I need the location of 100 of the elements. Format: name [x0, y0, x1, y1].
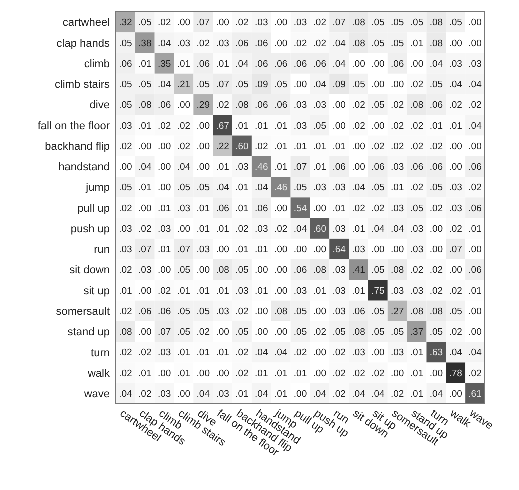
- data-label: .00: [313, 368, 327, 380]
- data-label: .01: [216, 162, 230, 174]
- data-label: .02: [196, 38, 210, 50]
- data-label: .41: [352, 265, 366, 276]
- data-label: .03: [313, 182, 327, 194]
- data-label: .00: [274, 286, 288, 297]
- data-label: .05: [372, 327, 385, 338]
- data-label: .05: [390, 18, 404, 29]
- data-label: .00: [196, 120, 210, 132]
- data-label: .06: [430, 162, 444, 174]
- data-label: .05: [372, 306, 385, 318]
- data-label: .04: [119, 389, 132, 400]
- data-label: .08: [274, 306, 288, 318]
- data-label: .02: [119, 368, 132, 380]
- y-tick-label: sit down: [70, 264, 110, 277]
- data-label: .00: [216, 327, 230, 338]
- data-label: .01: [352, 224, 366, 235]
- data-label: .01: [138, 182, 152, 194]
- data-label: .04: [332, 38, 346, 50]
- data-label: .00: [138, 141, 152, 152]
- y-tick-label: stand up: [68, 326, 110, 339]
- data-label: .03: [410, 224, 424, 235]
- data-label: .02: [468, 100, 482, 112]
- data-label: .05: [177, 306, 191, 318]
- data-label: .03: [177, 203, 191, 214]
- data-label: .00: [274, 203, 288, 214]
- data-label: .02: [410, 182, 424, 194]
- data-label: .05: [177, 327, 191, 338]
- data-label: .01: [313, 162, 327, 174]
- y-tick-label: wave: [83, 388, 110, 401]
- y-tick-label: dive: [90, 100, 110, 112]
- data-label: .01: [274, 120, 288, 132]
- data-label: .02: [138, 348, 152, 359]
- data-label: .08: [236, 100, 249, 112]
- data-label: .01: [138, 120, 152, 132]
- data-label: .06: [255, 38, 268, 50]
- data-label: .00: [468, 244, 482, 256]
- data-label: .03: [449, 203, 462, 214]
- data-label: .08: [410, 306, 424, 318]
- data-label: .00: [372, 120, 385, 132]
- data-label: .00: [274, 327, 288, 338]
- data-label: .05: [372, 265, 385, 276]
- data-label: .03: [196, 244, 210, 256]
- data-label: .04: [468, 80, 482, 91]
- data-label: .00: [372, 80, 385, 91]
- data-label: .05: [294, 182, 308, 194]
- data-label: .05: [119, 38, 132, 50]
- data-label: .01: [410, 38, 424, 50]
- data-label: .06: [158, 100, 172, 112]
- data-label: .01: [294, 368, 308, 380]
- data-label: .04: [390, 224, 404, 235]
- data-label: .00: [177, 389, 191, 400]
- data-label: .04: [430, 58, 444, 70]
- data-label: .35: [158, 58, 172, 70]
- data-label: .00: [352, 58, 366, 70]
- data-label: .04: [468, 120, 482, 132]
- data-label: .00: [372, 348, 385, 359]
- data-label: .01: [216, 224, 230, 235]
- data-label: .02: [119, 348, 132, 359]
- data-label: .00: [216, 244, 230, 256]
- data-label: .08: [352, 38, 366, 50]
- data-label: .00: [216, 368, 230, 380]
- data-label: .06: [468, 162, 482, 174]
- data-label: .00: [390, 80, 404, 91]
- data-label: .04: [332, 58, 346, 70]
- data-label: .04: [236, 58, 249, 70]
- data-label: .02: [468, 182, 482, 194]
- data-label: .00: [196, 141, 210, 152]
- data-label: .03: [294, 286, 308, 297]
- data-label: .00: [196, 162, 210, 174]
- y-tick-label: climb: [84, 58, 110, 70]
- y-tick-label: backhand flip: [45, 140, 110, 153]
- data-label: .04: [177, 162, 191, 174]
- data-label: .01: [274, 141, 288, 152]
- data-label: .00: [390, 244, 404, 256]
- data-label: .03: [236, 162, 249, 174]
- data-label: .01: [158, 244, 172, 256]
- data-label: .01: [430, 120, 444, 132]
- data-label: .00: [313, 348, 327, 359]
- data-label: .03: [158, 224, 172, 235]
- data-label: .06: [372, 162, 385, 174]
- data-label: .01: [468, 224, 482, 235]
- data-label: .02: [177, 141, 191, 152]
- data-label: .03: [410, 286, 424, 297]
- data-label: .01: [352, 286, 366, 297]
- data-label: .02: [352, 368, 366, 380]
- data-label: .03: [449, 182, 462, 194]
- data-label: .03: [332, 265, 346, 276]
- data-label: .04: [255, 348, 268, 359]
- data-label: .00: [119, 162, 132, 174]
- data-label: .00: [216, 18, 230, 29]
- data-label: .21: [177, 80, 191, 91]
- data-label: .00: [177, 100, 191, 112]
- data-label: .02: [449, 286, 462, 297]
- data-label: .01: [236, 203, 249, 214]
- data-label: .00: [372, 244, 385, 256]
- data-label: .00: [410, 58, 424, 70]
- data-label: .06: [255, 58, 268, 70]
- data-label: .00: [158, 265, 172, 276]
- data-label: .00: [332, 100, 346, 112]
